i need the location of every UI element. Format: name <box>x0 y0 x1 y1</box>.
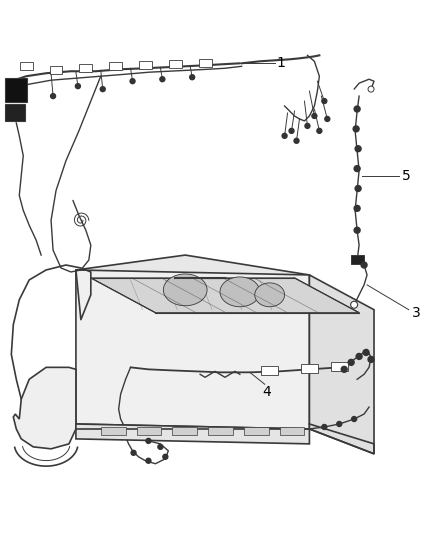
Circle shape <box>348 359 354 365</box>
Text: 5: 5 <box>402 168 410 183</box>
FancyBboxPatch shape <box>101 427 126 435</box>
Circle shape <box>354 227 360 233</box>
Ellipse shape <box>163 274 207 306</box>
Circle shape <box>50 94 56 99</box>
FancyBboxPatch shape <box>279 427 304 435</box>
FancyBboxPatch shape <box>244 427 268 435</box>
Polygon shape <box>309 275 374 454</box>
FancyBboxPatch shape <box>137 427 161 435</box>
Circle shape <box>130 79 135 84</box>
Polygon shape <box>13 367 76 449</box>
Polygon shape <box>76 270 309 429</box>
Circle shape <box>294 139 299 143</box>
Circle shape <box>361 262 367 268</box>
Circle shape <box>158 445 163 449</box>
FancyBboxPatch shape <box>109 62 122 70</box>
Text: 4: 4 <box>263 385 272 399</box>
FancyBboxPatch shape <box>331 362 348 371</box>
Circle shape <box>356 353 362 359</box>
Polygon shape <box>76 424 309 444</box>
Circle shape <box>368 357 374 362</box>
Circle shape <box>75 84 81 88</box>
Circle shape <box>363 350 369 356</box>
Circle shape <box>351 301 357 308</box>
Circle shape <box>317 128 322 133</box>
FancyBboxPatch shape <box>261 366 278 375</box>
Polygon shape <box>91 278 359 313</box>
Circle shape <box>160 77 165 82</box>
Circle shape <box>163 454 168 459</box>
Circle shape <box>305 124 310 128</box>
Circle shape <box>341 366 347 373</box>
Circle shape <box>322 99 327 103</box>
FancyBboxPatch shape <box>172 427 197 435</box>
Ellipse shape <box>255 283 285 307</box>
Circle shape <box>146 458 151 463</box>
FancyBboxPatch shape <box>301 364 318 373</box>
Ellipse shape <box>220 277 260 307</box>
Circle shape <box>337 422 342 426</box>
FancyBboxPatch shape <box>5 78 27 102</box>
Circle shape <box>353 126 359 132</box>
Circle shape <box>325 116 330 122</box>
FancyBboxPatch shape <box>49 66 63 74</box>
FancyBboxPatch shape <box>198 59 212 67</box>
Circle shape <box>354 205 360 212</box>
Text: 3: 3 <box>412 306 420 320</box>
Text: 1: 1 <box>277 56 286 70</box>
Circle shape <box>355 185 361 191</box>
FancyBboxPatch shape <box>208 427 233 435</box>
Circle shape <box>354 166 360 172</box>
FancyBboxPatch shape <box>5 104 25 121</box>
FancyBboxPatch shape <box>139 61 152 69</box>
Circle shape <box>100 87 105 92</box>
FancyBboxPatch shape <box>169 60 182 68</box>
Circle shape <box>354 106 360 112</box>
Circle shape <box>282 133 287 139</box>
Circle shape <box>131 450 136 455</box>
Polygon shape <box>76 255 309 290</box>
Circle shape <box>322 424 327 430</box>
Circle shape <box>146 439 151 443</box>
FancyBboxPatch shape <box>79 64 92 72</box>
Circle shape <box>355 146 361 152</box>
FancyBboxPatch shape <box>351 255 364 263</box>
Circle shape <box>190 75 194 80</box>
FancyBboxPatch shape <box>20 62 33 70</box>
Circle shape <box>289 128 294 133</box>
Circle shape <box>368 86 374 92</box>
Circle shape <box>352 417 357 422</box>
Circle shape <box>312 114 317 118</box>
